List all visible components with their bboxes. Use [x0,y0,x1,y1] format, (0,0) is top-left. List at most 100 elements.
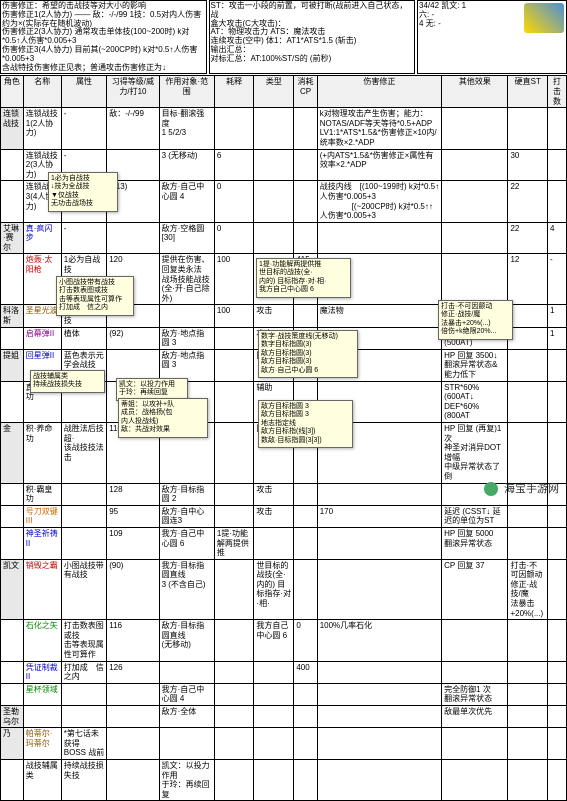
cell [442,620,508,661]
cell: 95 [107,505,159,527]
cell [548,149,567,181]
cell: - [548,254,567,305]
cell [214,505,254,527]
note-mid: ST：攻击一小段的前置，可被打断(战前进入自己状态，战 盒大攻击(C大攻击)： … [209,0,416,74]
cell [214,661,254,683]
cell: 小图战技带有战技 [61,559,106,620]
cell: 植体 [61,327,106,349]
cell [61,483,106,505]
cell: STR*60% (600AT↓ DEF*60% (800AT [442,381,508,422]
cell [508,759,548,800]
cell [508,661,548,683]
cell: 敌方·目标指圆 2 [159,483,214,505]
cell: 攻击 [254,483,294,505]
cell [1,759,24,800]
cell: 0 [294,620,317,661]
watermark: 海宝手游网 [484,480,559,496]
cell: HP 回复 5000 翻滚异常状态 [442,527,508,559]
table-row: 星杯领域我方·自己中心圆 4完全防御1 次 翻滚异常状态 [1,683,567,705]
col-header: 属性 [61,76,106,108]
cell: 连锁战技1(2人协力) [23,108,61,149]
cell [1,505,24,527]
cell: 12 [508,254,548,305]
cell: 攻击 [254,505,294,527]
cell [159,305,214,327]
cell: 提供在伤害、回复类永法 战场技能战技(全·开·自己除外) [159,254,214,305]
table-row: 连锁战技连锁战技1(2人协力)-敌：-/-/99目标·翻滚强度 1 5/2/3k… [1,108,567,149]
cell: 艾琳·赛尔 [1,222,24,254]
cell: 0 [214,181,254,222]
cell: 100 [214,254,254,305]
cell: 魔法物 [317,305,441,327]
cell [254,527,294,559]
cell [294,222,317,254]
cell: 敌方·地点指圆 3 [159,349,214,381]
cell [214,327,254,349]
cell [317,559,441,620]
cell [294,505,317,527]
cell: 凯文：以投力作用 于玲：再续回复 [159,759,214,800]
table-row: 圣勒乌尔敌方·全体敌最单次优先 [1,706,567,728]
cell [548,422,567,483]
cell: CP 回复 37 [442,559,508,620]
cell [548,505,567,527]
cell [214,483,254,505]
col-header: 角色 [1,76,24,108]
cell: 126 [107,661,159,683]
tooltip-box: 数字·战技策度线(无移动) 数字目标指圆(3) 敌方目标指圆(3) 敌方目标指圆… [258,330,358,378]
cell [508,527,548,559]
cell [548,381,567,422]
cell: 完全防御1 次 翻滚异常状态 [442,683,508,705]
cell: 1 [548,305,567,327]
cell [1,381,24,422]
note-left: 伤害修正：希望的击战技等对大小的影响 伤害修正1(2人协力) —— 敌：-/-/… [0,0,207,74]
cell: 连锁战技 [1,108,24,149]
cell: 战技内线 [(100~199时) k对*0.5↑人伤害*0.005+3 [(~2… [317,181,441,222]
cell [254,759,294,800]
cell [442,759,508,800]
cell: 世目标的战技(全· 内的) 目标指存·对·相· [254,559,294,620]
cell: 攻击 [254,305,294,327]
table-row: 战技辅属类持续战技损失技 凯文：以投力作用 于玲：再续回复 [1,759,567,800]
cell [294,706,317,728]
cell: 星杯领域 [23,683,61,705]
cell [548,620,567,661]
cell [442,149,508,181]
col-header: 耗释 [214,76,254,108]
cell [1,683,24,705]
cell: 战技辅属类 [23,759,61,800]
col-header: 名称 [23,76,61,108]
cell [442,728,508,760]
table-row: 凯文销毁之霸小图战技带有战技(90)我方·目标指圆直线 3 (不含自己)世目标的… [1,559,567,620]
cell: 敌方·自己中心圆 4 [159,181,214,222]
cell [159,661,214,683]
cell: 敌：-/-/99 [107,108,159,149]
cell [214,422,254,483]
cell [548,349,567,381]
cell: 170 [317,505,441,527]
cell [442,181,508,222]
cell [254,149,294,181]
cell [294,728,317,760]
cell: 6 [214,149,254,181]
top-header: 伤害修正：希望的击战技等对大小的影响 伤害修正1(2人协力) —— 敌：-/-/… [0,0,567,74]
cell [1,483,24,505]
cell [294,683,317,705]
col-header: 作用对象·范围 [159,76,214,108]
cell: 持续战技损失技 [61,759,106,800]
cell [254,683,294,705]
cell [61,706,106,728]
cell [107,222,159,254]
cell: 4 [548,222,567,254]
cell: 销毁之霸 [23,559,61,620]
cell: 敌最单次优先 [442,706,508,728]
cell [294,527,317,559]
cell: 400 [294,661,317,683]
cell [254,181,294,222]
table-row: 乃帕蒂尔·玛蒂尔*第七话未获得 BOSS 战前 [1,728,567,760]
cell [1,149,24,181]
cell [508,349,548,381]
cell [294,181,317,222]
cell [254,728,294,760]
cell [508,108,548,149]
